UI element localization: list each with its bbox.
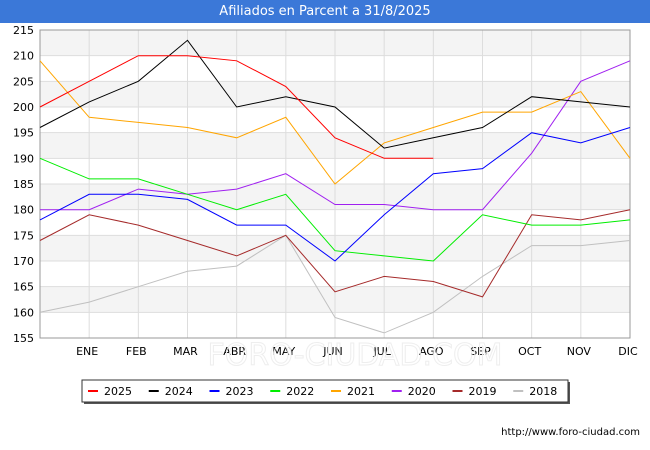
series-line-2024 bbox=[39, 39, 631, 149]
y-tick-label: 185 bbox=[13, 178, 34, 191]
y-tick-label: 175 bbox=[13, 229, 34, 242]
x-tick-label: ENE bbox=[76, 345, 98, 358]
series-line-2019 bbox=[39, 209, 631, 298]
watermark: FORO-CIUDAD.COM bbox=[208, 338, 503, 373]
legend-label-2020: 2020 bbox=[408, 385, 436, 398]
y-tick-label: 170 bbox=[13, 255, 34, 268]
source-url: http://www.foro-ciudad.com bbox=[501, 427, 640, 438]
legend-label-2019: 2019 bbox=[469, 385, 497, 398]
y-tick-label: 155 bbox=[13, 332, 34, 345]
y-tick-label: 195 bbox=[13, 127, 34, 140]
legend-label-2018: 2018 bbox=[529, 385, 557, 398]
x-tick-label: MAY bbox=[272, 345, 295, 358]
x-tick-label: MAR bbox=[173, 345, 198, 358]
x-tick-label: AGO bbox=[419, 345, 444, 358]
x-tick-label: SEP bbox=[470, 345, 491, 358]
legend-label-2021: 2021 bbox=[347, 385, 375, 398]
legend-label-2024: 2024 bbox=[165, 385, 193, 398]
legend-label-2023: 2023 bbox=[226, 385, 254, 398]
series-line-2020 bbox=[40, 60, 631, 211]
y-tick-label: 205 bbox=[13, 75, 34, 88]
y-tick-label: 200 bbox=[13, 101, 34, 114]
chart-title: Afiliados en Parcent a 31/8/2025 bbox=[0, 0, 650, 23]
y-tick-label: 215 bbox=[13, 24, 34, 37]
x-tick-label: OCT bbox=[518, 345, 541, 358]
legend-label-2025: 2025 bbox=[104, 385, 132, 398]
y-tick-label: 210 bbox=[13, 50, 34, 63]
x-tick-label: ABR bbox=[223, 345, 246, 358]
series-line-2025 bbox=[39, 55, 434, 159]
series-line-2018 bbox=[39, 234, 631, 334]
legend-box bbox=[81, 379, 569, 403]
x-tick-label: JUL bbox=[372, 345, 391, 358]
x-tick-label: DIC bbox=[618, 345, 638, 358]
plot-border bbox=[39, 29, 631, 339]
x-tick-label: FEB bbox=[126, 345, 147, 358]
y-tick-label: 190 bbox=[13, 152, 34, 165]
series-line-2022 bbox=[39, 157, 631, 262]
series-line-2023 bbox=[39, 127, 631, 262]
y-tick-label: 160 bbox=[13, 306, 34, 319]
x-tick-label: NOV bbox=[567, 345, 592, 358]
legend-label-2022: 2022 bbox=[286, 385, 314, 398]
series-line-2021 bbox=[39, 60, 631, 185]
y-tick-label: 180 bbox=[13, 204, 34, 217]
x-tick-label: JUN bbox=[322, 345, 343, 358]
y-tick-label: 165 bbox=[13, 281, 34, 294]
